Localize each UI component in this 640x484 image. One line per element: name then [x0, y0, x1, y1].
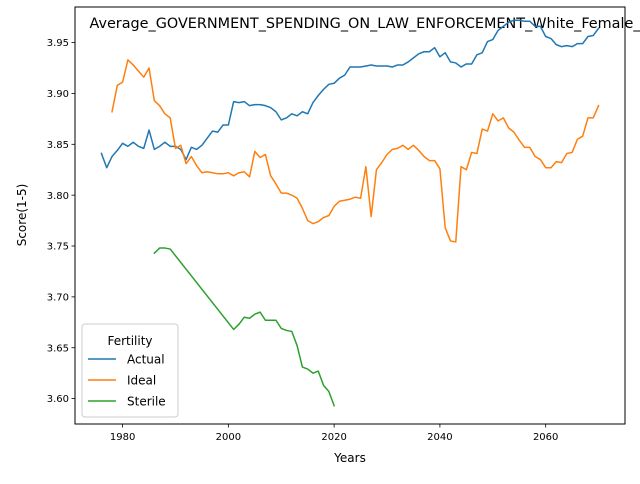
y-tick-label: 3.60	[47, 394, 69, 405]
plot-frame	[74, 6, 626, 425]
x-tick-label: 1980	[110, 432, 135, 443]
legend: Fertility Actual Ideal Sterile	[81, 323, 179, 418]
y-tick-label: 3.95	[47, 38, 69, 49]
legend-items: Actual Ideal Sterile	[88, 352, 166, 408]
y-tick-label: 3.85	[47, 140, 69, 151]
y-tick-label: 3.80	[47, 191, 69, 202]
x-axis: 1980 2000 2020 2040 2060	[110, 424, 558, 443]
x-tick-label: 2040	[427, 432, 452, 443]
y-axis-label: Score(1-5)	[15, 184, 29, 247]
plot-area	[100, 19, 600, 407]
legend-box	[81, 323, 179, 418]
series-line-sterile	[153, 247, 336, 407]
x-tick-label: 2060	[533, 432, 558, 443]
y-tick-label: 3.65	[47, 343, 69, 354]
x-tick-label: 2000	[216, 432, 241, 443]
y-axis: 3.60 3.65 3.70 3.75 3.80 3.85 3.90 3.95	[47, 38, 75, 405]
legend-label-actual: Actual	[127, 352, 165, 366]
legend-title: Fertility	[107, 334, 152, 348]
y-tick-label: 3.75	[47, 242, 69, 253]
x-axis-label: Years	[333, 451, 366, 465]
y-tick-label: 3.90	[47, 89, 69, 100]
series-line-ideal	[111, 59, 600, 243]
legend-label-ideal: Ideal	[127, 373, 156, 387]
y-tick-label: 3.70	[47, 292, 69, 303]
chart-title: Average_GOVERNMENT_SPENDING_ON_LAW_ENFOR…	[89, 16, 640, 32]
legend-label-sterile: Sterile	[127, 394, 166, 408]
x-tick-label: 2020	[321, 432, 346, 443]
